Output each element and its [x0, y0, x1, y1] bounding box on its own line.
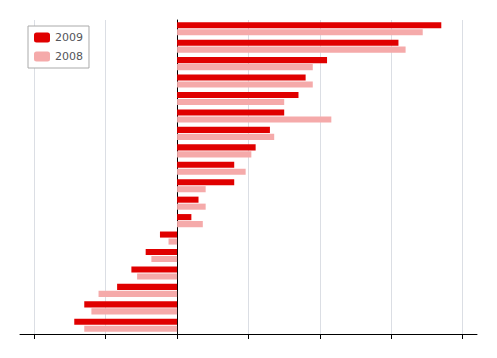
svg-text:2009: 2009: [55, 31, 83, 44]
svg-text:2008: 2008: [55, 50, 83, 63]
